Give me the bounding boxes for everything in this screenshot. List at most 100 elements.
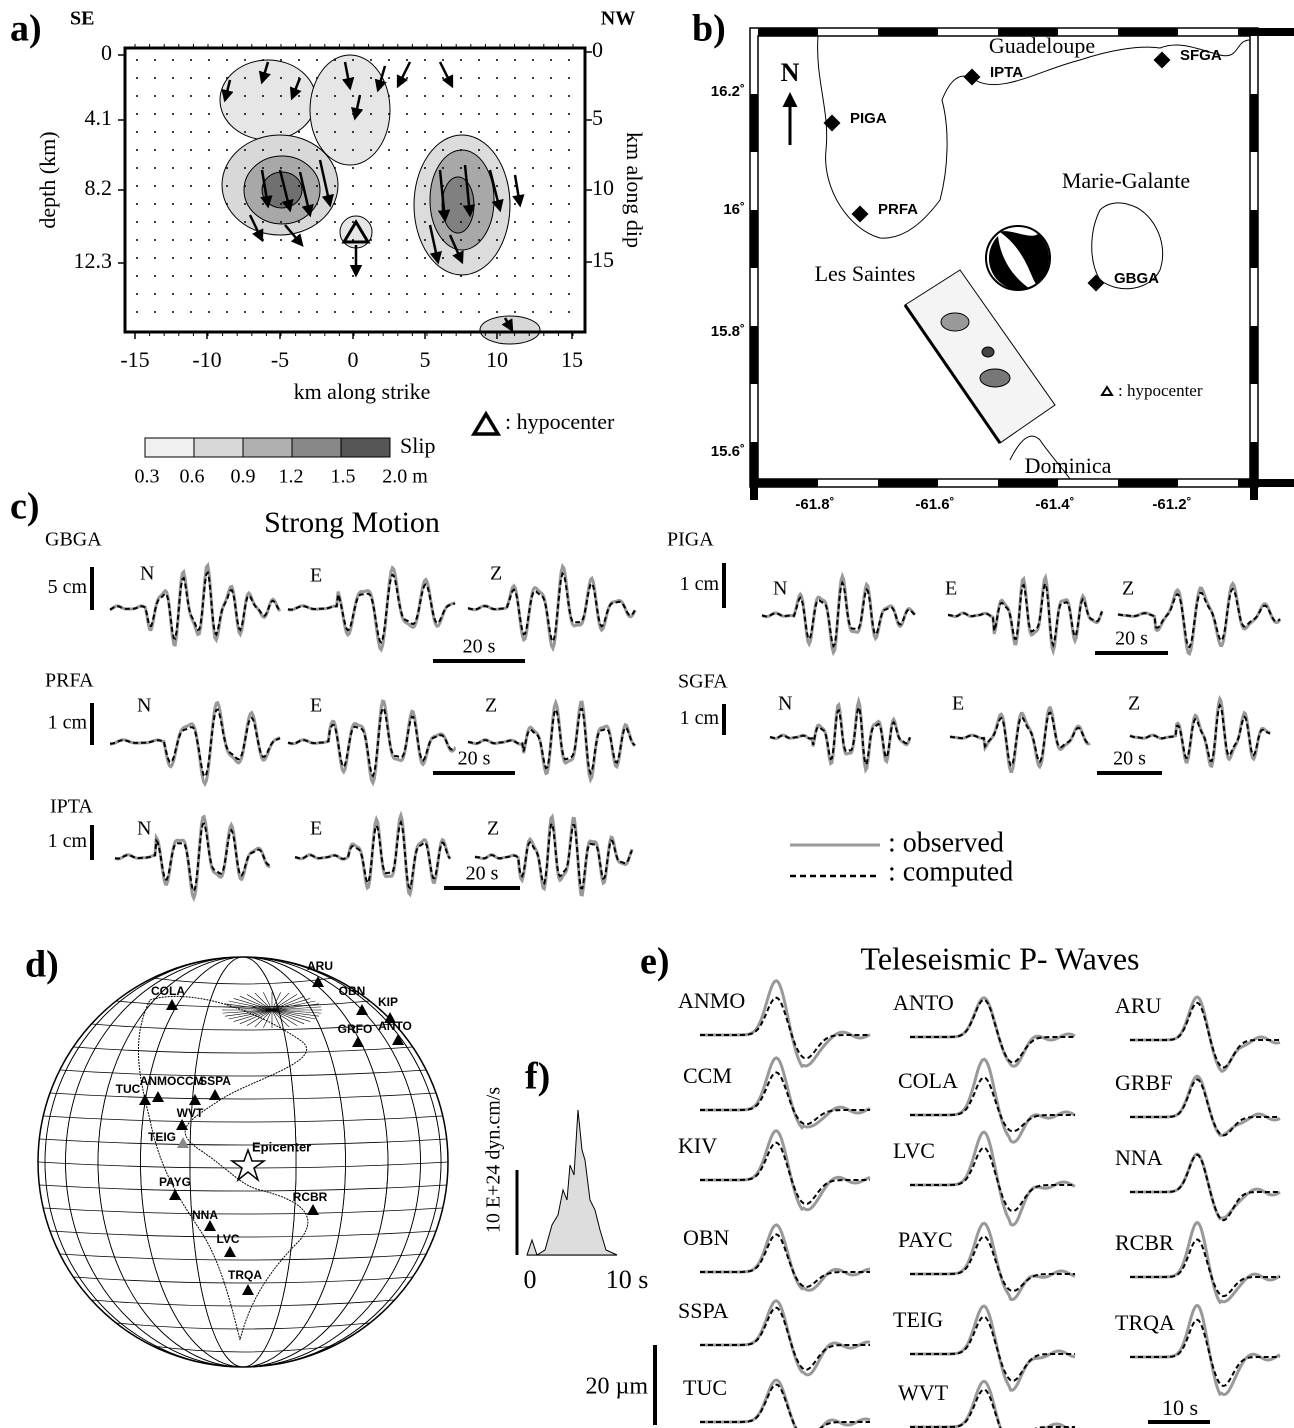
computed-trace bbox=[1130, 1238, 1280, 1298]
grid-dot bbox=[460, 203, 462, 205]
grid-dot bbox=[424, 95, 426, 97]
station-label: RCBR bbox=[293, 1190, 328, 1204]
grid-dot bbox=[316, 257, 318, 259]
line bbox=[271, 1003, 320, 1011]
line bbox=[271, 1009, 311, 1022]
station-label: PRFA bbox=[878, 201, 918, 218]
grid-dot bbox=[280, 203, 282, 205]
line bbox=[428, 224, 442, 265]
beachball-fill bbox=[988, 231, 1050, 291]
depth-tick: 8.2 bbox=[85, 175, 113, 200]
grid-dot bbox=[316, 149, 318, 151]
strike-tick: -10 bbox=[192, 347, 221, 372]
line bbox=[224, 1009, 273, 1017]
grid-dot bbox=[568, 311, 570, 313]
grid-dot bbox=[568, 77, 570, 79]
grid-dot bbox=[406, 185, 408, 187]
grid-dot bbox=[244, 311, 246, 313]
grid-dot bbox=[226, 275, 228, 277]
grid-dot bbox=[424, 311, 426, 313]
grid-dot bbox=[514, 149, 516, 151]
computed-trace bbox=[294, 819, 451, 890]
grid-dot bbox=[172, 275, 174, 277]
computed-trace bbox=[949, 711, 1091, 767]
grid-dot bbox=[406, 275, 408, 277]
north-arrow: N bbox=[781, 58, 800, 87]
grid-dot bbox=[334, 257, 336, 259]
x-tick: 10 s bbox=[606, 1265, 649, 1294]
grid-dot bbox=[262, 167, 264, 169]
grid-dot bbox=[568, 59, 570, 61]
grid-dot bbox=[154, 185, 156, 187]
grid-dot bbox=[172, 77, 174, 79]
grid-dot bbox=[190, 149, 192, 151]
station-marker bbox=[177, 1137, 189, 1148]
grid-dot bbox=[226, 77, 228, 79]
grid-dot bbox=[442, 77, 444, 79]
component-label: E bbox=[945, 578, 957, 600]
grid-dot bbox=[316, 203, 318, 205]
grid-dot bbox=[136, 149, 138, 151]
grid-dot bbox=[532, 239, 534, 241]
component-label: Z bbox=[1122, 578, 1134, 600]
grid-dot bbox=[388, 185, 390, 187]
axis-title: depth (km) bbox=[35, 131, 60, 228]
x-tick: 0 bbox=[524, 1265, 537, 1294]
grid-dot bbox=[424, 131, 426, 133]
grid-dot bbox=[496, 95, 498, 97]
line bbox=[246, 994, 273, 1011]
grid-dot bbox=[316, 167, 318, 169]
grid-dot bbox=[460, 149, 462, 151]
grid-dot bbox=[370, 293, 372, 295]
station-label: ANMO bbox=[678, 988, 745, 1013]
grid-dot bbox=[352, 149, 354, 151]
grid-dot bbox=[280, 293, 282, 295]
grid-dot bbox=[136, 257, 138, 259]
station-marker bbox=[1153, 51, 1171, 69]
grid-dot bbox=[136, 59, 138, 61]
parallel bbox=[59, 1069, 427, 1077]
grid-dot bbox=[424, 293, 426, 295]
grid-dot bbox=[226, 293, 228, 295]
grid-dot bbox=[478, 221, 480, 223]
grid-dot bbox=[226, 113, 228, 115]
amplitude-scale: 1 cm bbox=[48, 830, 88, 852]
grid-dot bbox=[154, 293, 156, 295]
grid-dot bbox=[442, 95, 444, 97]
panel-label: d) bbox=[25, 944, 59, 986]
grid-dot bbox=[298, 203, 300, 205]
grid-dot bbox=[190, 221, 192, 223]
line bbox=[271, 1009, 281, 1028]
legend-text: : hypocenter bbox=[1118, 381, 1203, 400]
line bbox=[396, 61, 412, 89]
line bbox=[224, 1003, 273, 1011]
grid-dot bbox=[316, 131, 318, 133]
grid-dot bbox=[514, 167, 516, 169]
colorbar-cell bbox=[193, 437, 244, 458]
grid-dot bbox=[208, 77, 210, 79]
grid-dot bbox=[532, 311, 534, 313]
parallel bbox=[91, 1023, 395, 1031]
line bbox=[289, 77, 302, 101]
station-label: IPTA bbox=[990, 64, 1023, 81]
time-scale: 20 s bbox=[463, 636, 496, 658]
epicenter-label: Epicenter bbox=[252, 1139, 311, 1154]
grid-dot bbox=[514, 59, 516, 61]
grid-dot bbox=[136, 221, 138, 223]
station-label: CCM bbox=[683, 1063, 732, 1088]
grid-dot bbox=[334, 77, 336, 79]
station-label: PAYG bbox=[159, 1175, 191, 1189]
grid-dot bbox=[514, 311, 516, 313]
panel-title: Teleseismic P- Waves bbox=[861, 940, 1140, 976]
frame-seg bbox=[1250, 94, 1258, 152]
parallel bbox=[59, 1253, 427, 1261]
grid-dot bbox=[298, 185, 300, 187]
frame-seg bbox=[1238, 479, 1294, 487]
grid-dot bbox=[280, 95, 282, 97]
strike-tick: 10 bbox=[486, 347, 508, 372]
line bbox=[260, 169, 273, 209]
grid-dot bbox=[370, 77, 372, 79]
grid-dot bbox=[208, 131, 210, 133]
grid-dot bbox=[370, 221, 372, 223]
grid-dot bbox=[388, 221, 390, 223]
